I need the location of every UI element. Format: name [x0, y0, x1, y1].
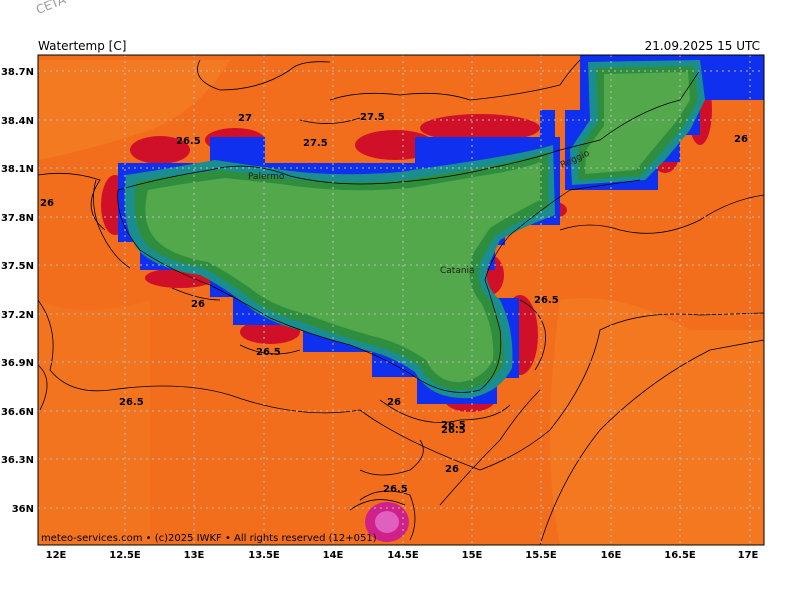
longitude-axis: 12E 12.5E 13E 13.5E 14E 14.5E 15E 15.5E …: [46, 550, 759, 561]
lon-label: 17E: [738, 550, 759, 561]
lat-label: 38.4N: [1, 116, 34, 127]
valid-time: 21.09.2025 15 UTC: [644, 39, 760, 53]
lon-label: 13E: [184, 550, 205, 561]
contour-label: 26.5: [383, 484, 408, 495]
contour-label: 26: [191, 299, 205, 310]
lat-label: 36N: [12, 504, 34, 515]
cooler-water-sw: [38, 300, 150, 545]
contour-label: 26.5: [256, 347, 281, 358]
contour-label: 27.5: [303, 138, 328, 149]
lat-label: 36.9N: [1, 358, 34, 369]
contour-label: 27: [238, 113, 252, 124]
contour-label: 26.5: [119, 397, 144, 408]
lat-label: 36.6N: [1, 407, 34, 418]
contour-label: 26.5: [176, 136, 201, 147]
variable-title: Watertemp [C]: [38, 39, 127, 53]
lat-label: 37.8N: [1, 213, 34, 224]
lat-label: 38.1N: [1, 164, 34, 175]
contour-label: 26.5: [534, 295, 559, 306]
lon-label: 15E: [462, 550, 483, 561]
warm-spot-core: [375, 511, 399, 533]
lon-label: 15.5E: [525, 550, 557, 561]
lat-label: 37.2N: [1, 310, 34, 321]
lat-label: 38.7N: [1, 67, 34, 78]
map-frame: [37, 54, 765, 546]
contour-label: 26: [387, 397, 401, 408]
contour-value-labels: 26 26.5 27 27.5 27.5 26 26.5 26.5 26.5 2…: [40, 112, 748, 495]
contour-label: 26: [40, 198, 54, 209]
lat-label: 37.5N: [1, 261, 34, 272]
city-label-palermo: Palermo: [248, 172, 285, 182]
lon-label: 14E: [323, 550, 344, 561]
lat-label: 36.3N: [1, 455, 34, 466]
lon-label: 16E: [601, 550, 622, 561]
lon-label: 12E: [46, 550, 67, 561]
contour-lines: [38, 59, 764, 545]
coastline: [117, 69, 701, 393]
cooler-water-se: [550, 298, 764, 545]
contour-label: 26: [445, 464, 459, 475]
credit-text: meteo-services.com • (c)2025 IWKF • All …: [41, 533, 377, 544]
cooler-water-nw: [38, 60, 230, 160]
latitude-axis: 38.7N 38.4N 38.1N 37.8N 37.5N 37.2N 36.9…: [1, 67, 34, 515]
contour-label: 26: [734, 134, 748, 145]
lon-label: 12.5E: [109, 550, 141, 561]
lon-label: 14.5E: [387, 550, 419, 561]
city-label-catania: Catania: [440, 266, 475, 276]
graticule: [38, 55, 764, 545]
lon-label: 13.5E: [248, 550, 280, 561]
contour-label: 26.5: [441, 420, 466, 431]
lon-label: 16.5E: [664, 550, 696, 561]
contour-label: 26.5: [441, 425, 466, 436]
contour-label: 27.5: [360, 112, 385, 123]
